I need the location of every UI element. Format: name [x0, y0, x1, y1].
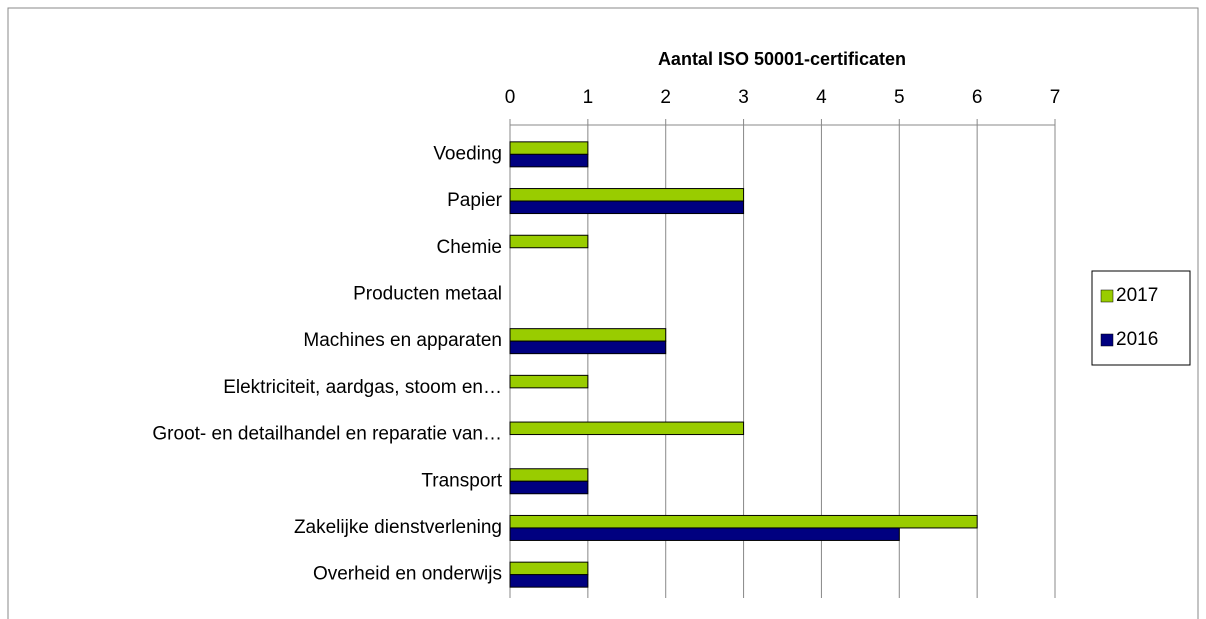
bar	[509, 561, 589, 576]
y-tick-label: Machines en apparaten	[303, 330, 502, 351]
bar	[509, 188, 745, 202]
x-tick-label: 6	[972, 87, 983, 108]
y-tick-label: Zakelijke dienstverlening	[294, 517, 502, 538]
legend-box	[1091, 270, 1191, 366]
bar	[509, 200, 745, 215]
bar	[509, 374, 589, 389]
bar	[509, 527, 900, 541]
y-tick-label: Producten metaal	[353, 283, 502, 304]
y-tick-label: Transport	[421, 470, 502, 491]
y-tick-label: Chemie	[437, 237, 502, 258]
bar	[509, 480, 589, 495]
x-tick-label: 5	[894, 87, 905, 108]
x-tick-label: 4	[816, 87, 827, 108]
y-tick-label: Groot- en detailhandel en reparatie van…	[152, 424, 502, 445]
bar	[509, 421, 745, 436]
x-tick-label: 2	[660, 87, 671, 108]
x-tick-label: 1	[583, 87, 594, 108]
x-tick-label: 7	[1050, 87, 1061, 108]
x-tick-label: 0	[505, 87, 516, 108]
bar	[509, 468, 589, 482]
x-tick-label: 3	[738, 87, 749, 108]
bar	[509, 514, 978, 529]
bar	[509, 153, 589, 168]
legend-label: 2017	[1116, 285, 1158, 306]
y-tick-label: Voeding	[433, 143, 502, 164]
bar	[509, 234, 589, 249]
chart-title: Aantal ISO 50001-certificaten	[658, 49, 906, 69]
y-tick-label: Elektriciteit, aardgas, stoom en…	[223, 377, 502, 398]
legend-swatch	[1100, 333, 1114, 347]
y-tick-label: Overheid en onderwijs	[313, 564, 502, 585]
bar	[509, 141, 589, 155]
bar	[509, 340, 667, 355]
legend-swatch	[1100, 289, 1114, 303]
y-tick-label: Papier	[447, 190, 503, 211]
bar	[509, 328, 667, 342]
bar	[509, 574, 589, 588]
chart-frame	[7, 7, 1199, 619]
legend-label: 2016	[1116, 329, 1158, 350]
